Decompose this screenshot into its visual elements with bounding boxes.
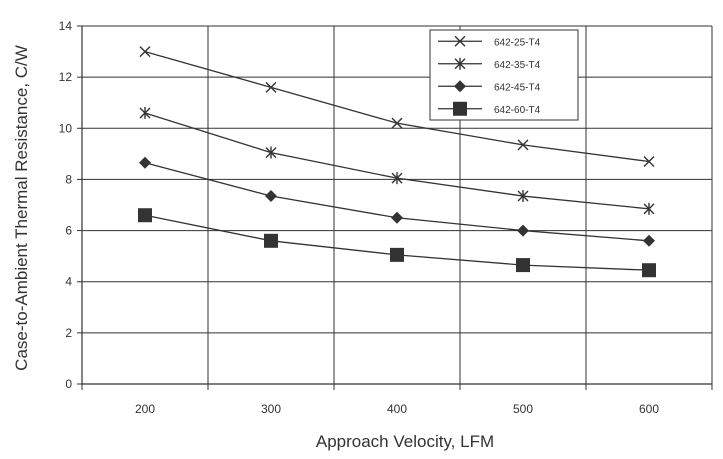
marker-shape xyxy=(643,234,655,247)
x-tick-label: 600 xyxy=(639,402,659,416)
axes xyxy=(77,25,713,390)
y-tick-label: 4 xyxy=(65,275,72,289)
marker-stroke xyxy=(139,46,151,58)
marker-stroke xyxy=(643,156,655,168)
data-point xyxy=(391,172,403,185)
series-2 xyxy=(139,106,655,215)
marker-shape xyxy=(264,233,278,248)
y-axis-title: Case-to-Ambient Thermal Resistance, C/W xyxy=(12,45,31,371)
y-tick-label: 8 xyxy=(65,172,72,186)
legend-item: 642-60-T4 xyxy=(438,101,541,116)
data-point xyxy=(139,156,151,169)
data-point xyxy=(390,247,404,262)
marker-shape xyxy=(265,190,277,203)
data-point xyxy=(642,263,656,278)
data-point xyxy=(265,81,277,93)
legend-item: 642-35-T4 xyxy=(438,57,541,71)
data-point xyxy=(391,211,403,224)
legend-item: 642-45-T4 xyxy=(438,80,541,93)
data-point xyxy=(139,106,151,119)
series-3 xyxy=(139,156,655,247)
x-tick-label: 400 xyxy=(387,402,407,416)
marker-shape xyxy=(516,258,530,273)
x-axis-title: Approach Velocity, LFM xyxy=(316,432,494,451)
y-tick-label: 2 xyxy=(65,326,72,340)
legend-label: 642-25-T4 xyxy=(494,37,541,48)
tick-labels: 0 2 4 6 8 10 12 14 200 300 400 500 600 xyxy=(59,19,660,416)
data-point xyxy=(516,258,530,273)
legend-item: 642-25-T4 xyxy=(438,35,541,48)
data-point xyxy=(643,156,655,168)
series xyxy=(138,46,656,278)
legend: 642-25-T4 642-35-T4 642-45-T4 642-60-T4 xyxy=(429,29,579,121)
marker-stroke xyxy=(391,117,403,129)
data-point xyxy=(643,202,655,215)
marker-shape xyxy=(391,211,403,224)
legend-label: 642-45-T4 xyxy=(494,82,541,93)
legend-marker xyxy=(454,80,466,93)
legend-marker xyxy=(454,35,466,47)
data-point xyxy=(643,234,655,247)
y-tick-label: 6 xyxy=(65,224,72,238)
marker-shape xyxy=(642,263,656,278)
data-point xyxy=(265,190,277,203)
legend-marker xyxy=(454,57,466,70)
data-point xyxy=(517,139,529,151)
legend-label: 642-60-T4 xyxy=(494,105,541,116)
data-point xyxy=(265,146,277,159)
y-tick-label: 14 xyxy=(59,19,73,33)
marker-shape xyxy=(454,80,466,93)
data-point xyxy=(391,117,403,129)
marker-stroke xyxy=(517,139,529,151)
marker-shape xyxy=(139,156,151,169)
series-4 xyxy=(138,208,656,278)
y-tick-label: 10 xyxy=(59,121,73,135)
x-tick-label: 200 xyxy=(135,402,155,416)
data-point xyxy=(517,190,529,203)
marker-shape xyxy=(517,224,529,237)
marker-stroke xyxy=(454,35,466,47)
x-tick-label: 300 xyxy=(261,402,281,416)
data-point xyxy=(138,208,152,223)
data-point xyxy=(264,233,278,248)
grid xyxy=(82,25,713,384)
data-point xyxy=(139,46,151,58)
marker-shape xyxy=(453,101,467,116)
marker-shape xyxy=(390,247,404,262)
x-tick-label: 500 xyxy=(513,402,533,416)
marker-shape xyxy=(138,208,152,223)
series-line xyxy=(144,112,650,210)
legend-label: 642-35-T4 xyxy=(494,60,541,71)
data-point xyxy=(517,224,529,237)
legend-marker xyxy=(453,101,467,116)
y-tick-label: 0 xyxy=(65,377,72,391)
series-1 xyxy=(139,46,655,168)
y-tick-label: 12 xyxy=(59,70,73,84)
marker-stroke xyxy=(265,81,277,93)
